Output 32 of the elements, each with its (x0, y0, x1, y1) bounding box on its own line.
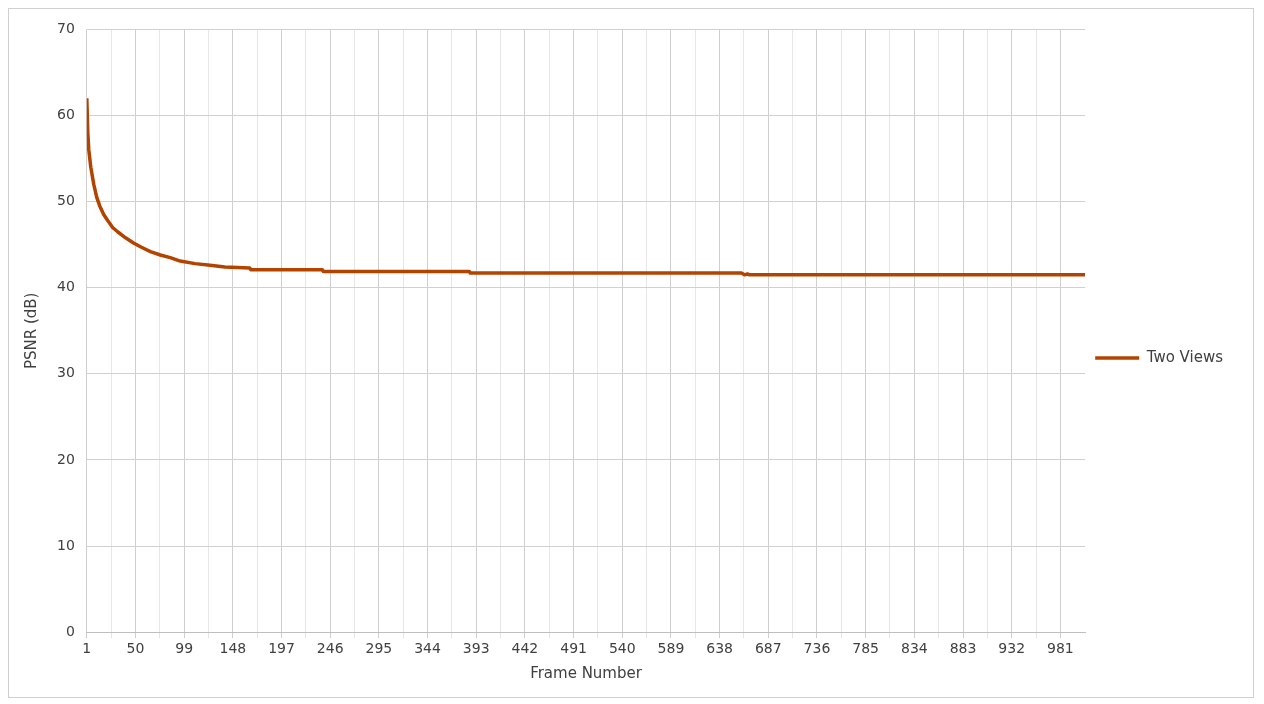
x-tick-label: 687 (754, 640, 782, 657)
x-tick-label: 344 (414, 640, 441, 657)
y-tick-label: 50 (56, 192, 75, 209)
x-tick-label: 491 (560, 640, 587, 657)
x-tick-label: 932 (998, 640, 1026, 657)
x-tick-label: 589 (657, 640, 685, 657)
x-tick-label: 50 (126, 640, 145, 657)
x-tick-label: 638 (706, 640, 733, 657)
x-tick-label: 834 (900, 640, 928, 657)
y-tick-label: 10 (56, 536, 75, 553)
x-tick-label: 981 (1046, 640, 1074, 657)
x-tick-label: 246 (316, 640, 344, 657)
x-tick-label: 883 (949, 640, 977, 657)
x-tick-label: 540 (608, 640, 636, 657)
y-tick-label: 30 (56, 364, 75, 381)
y-tick-label: 20 (56, 450, 75, 467)
y-tick-label: 40 (56, 278, 75, 295)
y-tick-label: 70 (56, 20, 75, 37)
x-tick-label: 197 (268, 640, 295, 657)
x-tick-label: 442 (511, 640, 539, 657)
x-tick-label: 148 (219, 640, 247, 657)
x-tick-label: 1 (82, 640, 92, 657)
y-tick-label: 0 (65, 622, 75, 639)
y-axis-title: PSNR (dB) (21, 292, 40, 370)
x-axis-title: Frame Number (530, 663, 643, 682)
y-tick-label: 60 (56, 106, 75, 123)
x-tick-label: 295 (365, 640, 393, 657)
x-tick-label: 785 (852, 640, 880, 657)
legend-label: Two Views (1145, 347, 1224, 366)
x-tick-label: 736 (803, 640, 831, 657)
x-tick-label: 99 (175, 640, 194, 657)
x-tick-label: 393 (462, 640, 490, 657)
